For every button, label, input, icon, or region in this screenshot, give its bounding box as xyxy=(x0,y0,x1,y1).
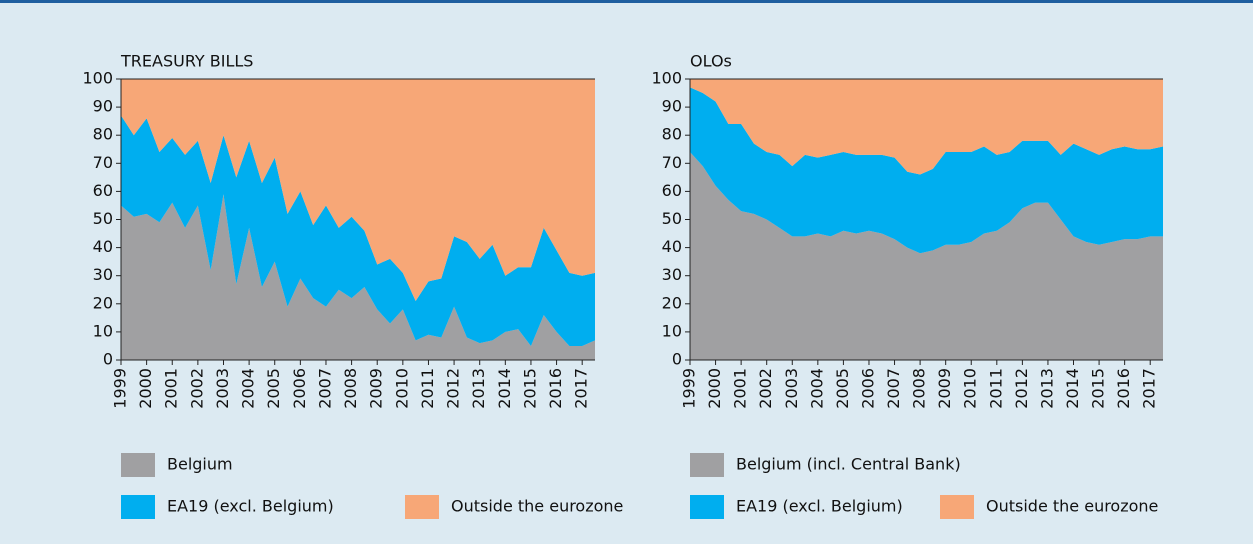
x-tick-label: 2012 xyxy=(1012,368,1031,409)
x-tick-label: 2010 xyxy=(961,368,980,409)
x-tick-label: 2016 xyxy=(1114,368,1133,409)
y-tick-label: 90 xyxy=(662,97,682,116)
x-tick-label: 2005 xyxy=(264,368,283,409)
x-tick-label: 2007 xyxy=(315,368,334,409)
y-tick-label: 30 xyxy=(93,265,113,284)
x-tick-label: 2006 xyxy=(290,368,309,409)
x-tick-label: 2010 xyxy=(392,368,411,409)
legend-swatch xyxy=(405,495,439,519)
legend-label: Belgium xyxy=(167,455,233,474)
legend-label: EA19 (excl. Belgium) xyxy=(167,497,334,516)
x-tick-label: 2006 xyxy=(858,368,877,409)
y-tick-label: 50 xyxy=(93,209,113,228)
legend-label: Outside the eurozone xyxy=(451,497,623,516)
x-tick-label: 2001 xyxy=(731,368,750,409)
x-tick-label: 2015 xyxy=(520,368,539,409)
y-tick-label: 40 xyxy=(93,237,113,256)
x-tick-label: 2008 xyxy=(341,368,360,409)
chart-title: TREASURY BILLS xyxy=(120,52,253,71)
x-tick-label: 2000 xyxy=(705,368,724,409)
legend-label: Belgium (incl. Central Bank) xyxy=(736,455,961,474)
x-tick-label: 2003 xyxy=(213,368,232,409)
x-tick-label: 2002 xyxy=(756,368,775,409)
y-tick-label: 80 xyxy=(662,125,682,144)
y-tick-label: 70 xyxy=(662,153,682,172)
x-tick-label: 2017 xyxy=(572,368,591,409)
y-tick-label: 50 xyxy=(662,209,682,228)
y-tick-label: 20 xyxy=(662,293,682,312)
y-tick-label: 30 xyxy=(662,265,682,284)
y-tick-label: 10 xyxy=(662,321,682,340)
top-rule xyxy=(0,0,1253,3)
x-tick-label: 2014 xyxy=(495,368,514,409)
y-tick-label: 80 xyxy=(93,125,113,144)
area xyxy=(690,87,1163,254)
area xyxy=(121,79,595,301)
x-tick-label: 2007 xyxy=(884,368,903,409)
area xyxy=(690,79,1163,175)
y-tick-label: 0 xyxy=(103,350,113,369)
x-tick-label: 2004 xyxy=(239,368,258,409)
y-tick-label: 90 xyxy=(93,97,113,116)
x-tick-label: 2001 xyxy=(162,368,181,409)
x-tick-label: 2016 xyxy=(546,368,565,409)
x-tick-label: 2000 xyxy=(136,368,155,409)
area xyxy=(121,194,595,360)
x-tick-label: 2017 xyxy=(1140,368,1159,409)
y-tick-label: 40 xyxy=(662,237,682,256)
legend-label: Outside the eurozone xyxy=(986,497,1158,516)
x-tick-label: 2009 xyxy=(935,368,954,409)
x-tick-label: 2003 xyxy=(782,368,801,409)
x-tick-label: 2014 xyxy=(1063,368,1082,409)
x-tick-label: 2011 xyxy=(418,368,437,409)
x-tick-label: 2005 xyxy=(833,368,852,409)
legend-swatch xyxy=(121,453,155,477)
area xyxy=(690,152,1163,360)
y-tick-label: 100 xyxy=(651,69,682,88)
x-tick-label: 1999 xyxy=(111,368,130,409)
x-tick-label: 1999 xyxy=(680,368,699,409)
y-tick-label: 0 xyxy=(672,350,682,369)
y-tick-label: 100 xyxy=(82,69,113,88)
chart-title: OLOs xyxy=(690,52,732,71)
legend-swatch xyxy=(690,495,724,519)
y-tick-label: 10 xyxy=(93,321,113,340)
x-tick-label: 2012 xyxy=(444,368,463,409)
area xyxy=(121,115,595,346)
legend-label: EA19 (excl. Belgium) xyxy=(736,497,903,516)
x-tick-label: 2015 xyxy=(1089,368,1108,409)
legend-swatch xyxy=(121,495,155,519)
y-tick-label: 20 xyxy=(93,293,113,312)
y-tick-label: 70 xyxy=(93,153,113,172)
x-tick-label: 2008 xyxy=(910,368,929,409)
legend-swatch xyxy=(940,495,974,519)
x-tick-label: 2009 xyxy=(367,368,386,409)
legend-swatch xyxy=(690,453,724,477)
x-tick-label: 2011 xyxy=(986,368,1005,409)
y-tick-label: 60 xyxy=(93,181,113,200)
y-tick-label: 60 xyxy=(662,181,682,200)
x-tick-label: 2013 xyxy=(1037,368,1056,409)
x-tick-label: 2013 xyxy=(469,368,488,409)
x-tick-label: 2002 xyxy=(187,368,206,409)
x-tick-label: 2004 xyxy=(807,368,826,409)
